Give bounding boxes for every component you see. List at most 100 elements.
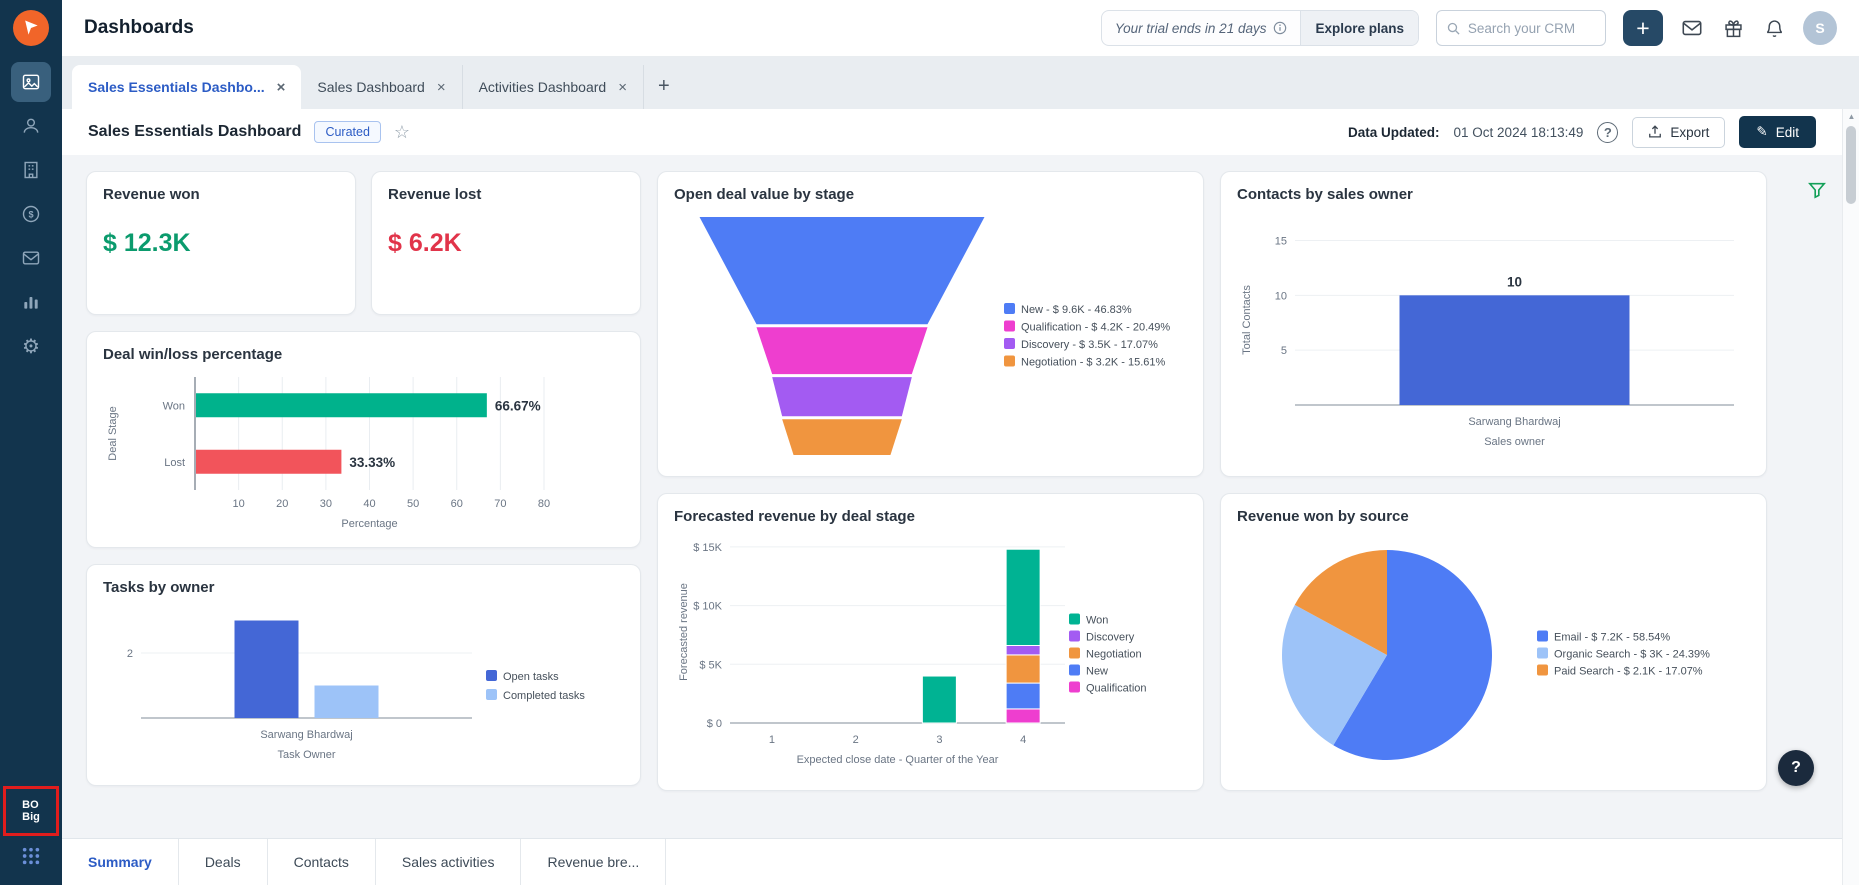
svg-text:Total Contacts: Total Contacts	[1241, 285, 1253, 355]
data-updated-label: Data Updated:	[1348, 124, 1440, 140]
sidebar-item-settings[interactable]: ⚙	[11, 326, 51, 366]
top-header: Dashboards Your trial ends in 21 days Ex…	[62, 0, 1859, 57]
card-revenue-won: Revenue won $ 12.3K	[86, 171, 356, 315]
logo-arrow-icon	[25, 20, 38, 35]
dashboard-toolbar: Sales Essentials Dashboard Curated ☆ Dat…	[62, 109, 1842, 155]
svg-text:New: New	[1086, 666, 1108, 678]
sidebar-item-deals[interactable]: $	[11, 194, 51, 234]
search-input[interactable]	[1467, 20, 1595, 36]
big-badge[interactable]: BO Big	[22, 799, 40, 823]
svg-text:$ 10K: $ 10K	[693, 601, 722, 613]
svg-text:50: 50	[407, 498, 419, 510]
freshworks-logo-icon[interactable]	[13, 10, 49, 46]
revenue-lost-value: $ 6.2K	[388, 229, 462, 257]
favorite-star-icon[interactable]: ☆	[393, 121, 411, 142]
bottom-tab-summary[interactable]: Summary	[62, 839, 179, 885]
sidebar-item-email[interactable]	[11, 238, 51, 278]
svg-text:Completed tasks: Completed tasks	[503, 690, 585, 702]
explore-plans-button[interactable]: Explore plans	[1300, 11, 1418, 45]
svg-text:Discovery - $ 3.5K - 17.07%: Discovery - $ 3.5K - 17.07%	[1021, 339, 1158, 351]
forecasted-revenue-chart: $ 0 $ 5K $ 10K $ 15K 1 2 3 4 Expected close date…	[678, 542, 1147, 766]
svg-text:Sales owner: Sales owner	[1484, 436, 1545, 448]
toolbar-help-icon[interactable]: ?	[1597, 121, 1619, 143]
column-left: Revenue won $ 12.3K Revenue lost $ 6.2K …	[86, 171, 641, 786]
svg-text:Open tasks: Open tasks	[503, 671, 559, 683]
svg-text:Deal Stage: Deal Stage	[107, 406, 119, 460]
quick-add-button[interactable]: +	[1623, 10, 1663, 46]
svg-text:Email - $ 7.2K - 58.54%: Email - $ 7.2K - 58.54%	[1554, 632, 1670, 644]
svg-text:$ 15K: $ 15K	[693, 542, 722, 554]
annotation-rectangle: BO Big	[3, 786, 59, 836]
info-icon[interactable]	[1273, 21, 1287, 35]
tab-sales-essentials-dashboard[interactable]: Sales Essentials Dashbo... ×	[72, 65, 302, 109]
svg-text:New - $ 9.6K - 46.83%: New - $ 9.6K - 46.83%	[1021, 304, 1132, 316]
svg-text:Won: Won	[163, 400, 185, 412]
card-title: Tasks by owner	[103, 579, 215, 596]
email-button[interactable]	[1680, 16, 1704, 40]
svg-text:33.33%: 33.33%	[349, 455, 395, 470]
gear-icon: ⚙	[22, 335, 40, 358]
sidebar-item-accounts[interactable]	[11, 150, 51, 190]
bottom-tab-contacts[interactable]: Contacts	[268, 839, 376, 885]
data-updated-value: 01 Oct 2024 18:13:49	[1453, 124, 1584, 140]
sidebar-item-dashboards[interactable]	[11, 62, 51, 102]
pencil-icon: ✎	[1756, 124, 1768, 139]
app-switcher-icon[interactable]	[21, 846, 41, 871]
search-icon	[1447, 22, 1460, 35]
grid-dots-icon	[22, 847, 40, 865]
tab-sales-dashboard[interactable]: Sales Dashboard ×	[301, 65, 463, 109]
scrollbar-thumb[interactable]	[1846, 126, 1856, 204]
tab-activities-dashboard[interactable]: Activities Dashboard ×	[463, 65, 644, 109]
svg-text:66.67%: 66.67%	[495, 398, 541, 413]
dashboard-tabbar: Sales Essentials Dashbo... × Sales Dashb…	[62, 57, 1859, 109]
filter-icon[interactable]	[1808, 181, 1826, 204]
svg-text:2: 2	[127, 648, 133, 660]
tab-label: Activities Dashboard	[478, 79, 607, 95]
svg-text:10: 10	[1507, 274, 1522, 289]
tab-close-icon[interactable]: ×	[618, 78, 627, 96]
svg-text:Task Owner: Task Owner	[277, 749, 335, 761]
bell-icon	[1766, 19, 1782, 37]
scroll-up-icon[interactable]: ▲	[1847, 112, 1856, 121]
sidebar: $ ⚙ BO Big	[0, 0, 62, 885]
export-icon	[1649, 125, 1662, 138]
tab-close-icon[interactable]: ×	[276, 78, 286, 96]
currency-icon: $	[22, 205, 40, 223]
svg-text:Discovery: Discovery	[1086, 632, 1135, 644]
bottom-tab-deals[interactable]: Deals	[179, 839, 268, 885]
user-avatar[interactable]: S	[1803, 11, 1837, 45]
svg-text:Negotiation - $ 3.2K - 15.61%: Negotiation - $ 3.2K - 15.61%	[1021, 357, 1166, 369]
sidebar-item-contacts[interactable]	[11, 106, 51, 146]
envelope-icon	[1682, 20, 1702, 36]
help-floating-button[interactable]: ?	[1778, 750, 1814, 786]
body-wrap: Sales Essentials Dashboard Curated ☆ Dat…	[62, 109, 1859, 885]
sidebar-item-analytics[interactable]	[11, 282, 51, 322]
big-badge-line1: BO	[22, 799, 39, 811]
main-area: Dashboards Your trial ends in 21 days Ex…	[62, 0, 1859, 885]
big-badge-line2: Big	[22, 811, 40, 823]
card-deal-win-loss: Deal win/loss percentage 10 20 30 40 50 60 70 8…	[86, 331, 641, 548]
add-tab-button[interactable]: +	[657, 75, 670, 97]
crm-search[interactable]	[1436, 10, 1606, 46]
page-title: Dashboards	[84, 17, 194, 38]
svg-text:40: 40	[363, 498, 375, 510]
card-open-deal-value: Open deal value by stage New - $ 9.6K - …	[657, 171, 1204, 477]
notifications-button[interactable]	[1762, 16, 1786, 40]
card-title: Forecasted revenue by deal stage	[674, 508, 915, 525]
toolbar-right: Data Updated: 01 Oct 2024 18:13:49 ? Exp…	[1348, 116, 1816, 148]
svg-text:30: 30	[320, 498, 332, 510]
svg-text:70: 70	[494, 498, 506, 510]
bottom-tab-revenue-breakdown[interactable]: Revenue bre...	[521, 839, 667, 885]
svg-text:$ 5K: $ 5K	[699, 659, 722, 671]
svg-text:Lost: Lost	[164, 457, 185, 469]
bottom-tab-sales-activities[interactable]: Sales activities	[376, 839, 522, 885]
export-button[interactable]: Export	[1632, 116, 1726, 148]
trial-text-wrap: Your trial ends in 21 days	[1102, 11, 1301, 45]
trial-pill: Your trial ends in 21 days Explore plans	[1100, 10, 1419, 46]
rewards-button[interactable]	[1721, 16, 1745, 40]
tab-close-icon[interactable]: ×	[436, 78, 446, 96]
contacts-by-owner-chart: 5 10 15 Sarwang Bhardwaj 10 Sales owner Total …	[1241, 235, 1734, 448]
card-revenue-by-source: Revenue won by source Email - $ 7.2K - 5…	[1220, 493, 1767, 791]
edit-button[interactable]: ✎ Edit	[1739, 116, 1816, 148]
